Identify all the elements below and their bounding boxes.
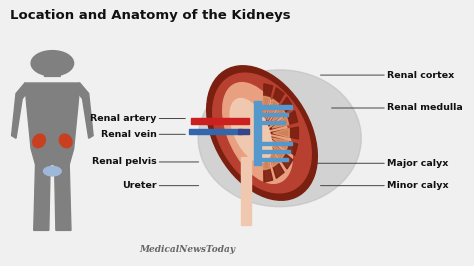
Text: Location and Anatomy of the Kidneys: Location and Anatomy of the Kidneys [10,9,291,22]
FancyBboxPatch shape [261,121,285,124]
Polygon shape [270,106,285,124]
Polygon shape [267,146,279,167]
Polygon shape [264,147,270,170]
Text: Ureter: Ureter [122,181,199,190]
FancyBboxPatch shape [237,129,249,134]
Polygon shape [34,165,50,230]
Polygon shape [25,83,80,165]
Polygon shape [267,99,279,120]
Polygon shape [269,127,299,139]
Ellipse shape [207,66,317,200]
Polygon shape [268,111,298,130]
FancyBboxPatch shape [191,118,249,124]
Polygon shape [273,128,289,138]
Ellipse shape [198,70,361,207]
FancyBboxPatch shape [261,150,290,153]
Text: MedicalNewsToday: MedicalNewsToday [139,245,236,254]
Polygon shape [265,141,284,178]
Polygon shape [267,139,293,169]
Polygon shape [267,97,293,127]
Text: Major calyx: Major calyx [316,159,448,168]
Text: Renal medulla: Renal medulla [332,103,463,113]
Polygon shape [45,69,60,76]
Polygon shape [272,116,289,128]
Circle shape [31,51,73,76]
Ellipse shape [44,167,61,176]
Ellipse shape [223,83,292,183]
Polygon shape [270,142,285,160]
FancyBboxPatch shape [261,105,292,109]
Ellipse shape [33,134,46,148]
FancyBboxPatch shape [261,142,292,146]
Text: Renal pelvis: Renal pelvis [92,157,199,167]
Polygon shape [268,136,298,155]
FancyBboxPatch shape [241,157,251,225]
Text: Renal cortex: Renal cortex [320,70,454,80]
FancyBboxPatch shape [254,101,261,165]
Text: Renal vein: Renal vein [100,130,185,139]
Polygon shape [264,96,270,119]
Ellipse shape [213,73,311,193]
Polygon shape [263,142,273,182]
Ellipse shape [59,134,72,148]
FancyBboxPatch shape [261,113,288,117]
Polygon shape [55,165,71,230]
Ellipse shape [230,98,272,162]
Polygon shape [74,83,93,138]
FancyBboxPatch shape [261,158,288,161]
FancyBboxPatch shape [189,129,242,134]
Polygon shape [263,84,273,124]
Text: Minor calyx: Minor calyx [320,181,448,190]
Polygon shape [11,83,30,138]
Polygon shape [265,88,284,125]
Polygon shape [272,138,289,150]
Text: Renal artery: Renal artery [90,114,185,123]
